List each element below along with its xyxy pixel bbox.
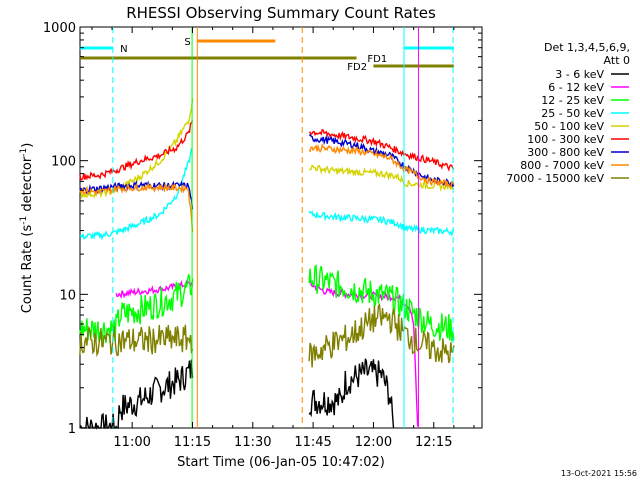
series-line — [79, 273, 194, 344]
x-axis-label: Start Time (06-Jan-05 10:47:02) — [177, 455, 385, 470]
series-line — [308, 264, 455, 342]
series-line — [79, 147, 193, 241]
y-axis-label-sup: -1 — [19, 148, 29, 157]
x-tick-label: 11:45 — [294, 435, 331, 450]
series-line — [115, 279, 194, 300]
x-tick-label: 11:30 — [234, 435, 271, 450]
x-tick-label: 11:15 — [174, 435, 211, 450]
legend-entry: 6 - 12 keV — [548, 81, 604, 94]
legend-entry: 3 - 6 keV — [555, 68, 604, 81]
series-line — [308, 358, 395, 429]
series-line — [308, 210, 455, 238]
flag-label: S — [184, 37, 190, 48]
axes: 11:00 11:15 11:30 11:45 12:00 12:15 1 10 100 1000 — [43, 21, 482, 450]
flag-label: FD1 — [367, 54, 387, 65]
y-axis-label: Count Rate (s-1 detector-1) — [19, 143, 35, 314]
series-line — [308, 164, 454, 192]
y-axis-label-part: detector — [20, 156, 35, 216]
footer-date: 13-Oct-2021 15:56 — [561, 469, 637, 478]
event-lines — [112, 27, 454, 428]
series-line — [79, 179, 194, 210]
y-axis-label-sup: -1 — [19, 216, 29, 225]
flag-label: N — [120, 44, 127, 55]
legend-entry: 50 - 100 keV — [534, 120, 604, 133]
x-tick-label: 11:00 — [113, 435, 150, 450]
series-line — [308, 143, 455, 189]
series-line — [79, 324, 194, 358]
flag-label: FD2 — [347, 62, 367, 73]
y-tick-label: 100 — [51, 155, 76, 170]
y-tick-label: 1000 — [43, 21, 76, 36]
x-tick-label: 12:15 — [415, 435, 452, 450]
legend-entry: 100 - 300 keV — [527, 133, 604, 146]
legend-entry: 25 - 50 keV — [541, 107, 604, 120]
legend-entry: 7000 - 15000 keV — [506, 172, 604, 185]
y-tick-label: 1 — [68, 422, 76, 437]
series-line — [308, 303, 455, 368]
plot-frame — [79, 26, 483, 429]
y-tick-label: 10 — [59, 288, 76, 303]
legend-header: Det 1,3,4,5,6,9, — [544, 41, 630, 54]
series-layer — [79, 98, 455, 431]
x-tick-label: 12:00 — [355, 435, 392, 450]
y-axis-label-part: Count Rate (s — [20, 225, 35, 314]
y-axis-label-part: ) — [20, 143, 35, 148]
series-line — [79, 182, 194, 233]
series-line — [308, 128, 455, 172]
legend-header: Att 0 — [604, 54, 630, 67]
legend-entry: 12 - 25 keV — [541, 94, 604, 107]
legend-entry: 800 - 7000 keV — [520, 159, 604, 172]
legend-entry: 300 - 800 keV — [527, 146, 604, 159]
series-line — [79, 120, 194, 181]
plot-area — [79, 26, 483, 429]
series-line — [79, 359, 194, 431]
chart-title: RHESSI Observing Summary Count Rates — [126, 4, 436, 22]
